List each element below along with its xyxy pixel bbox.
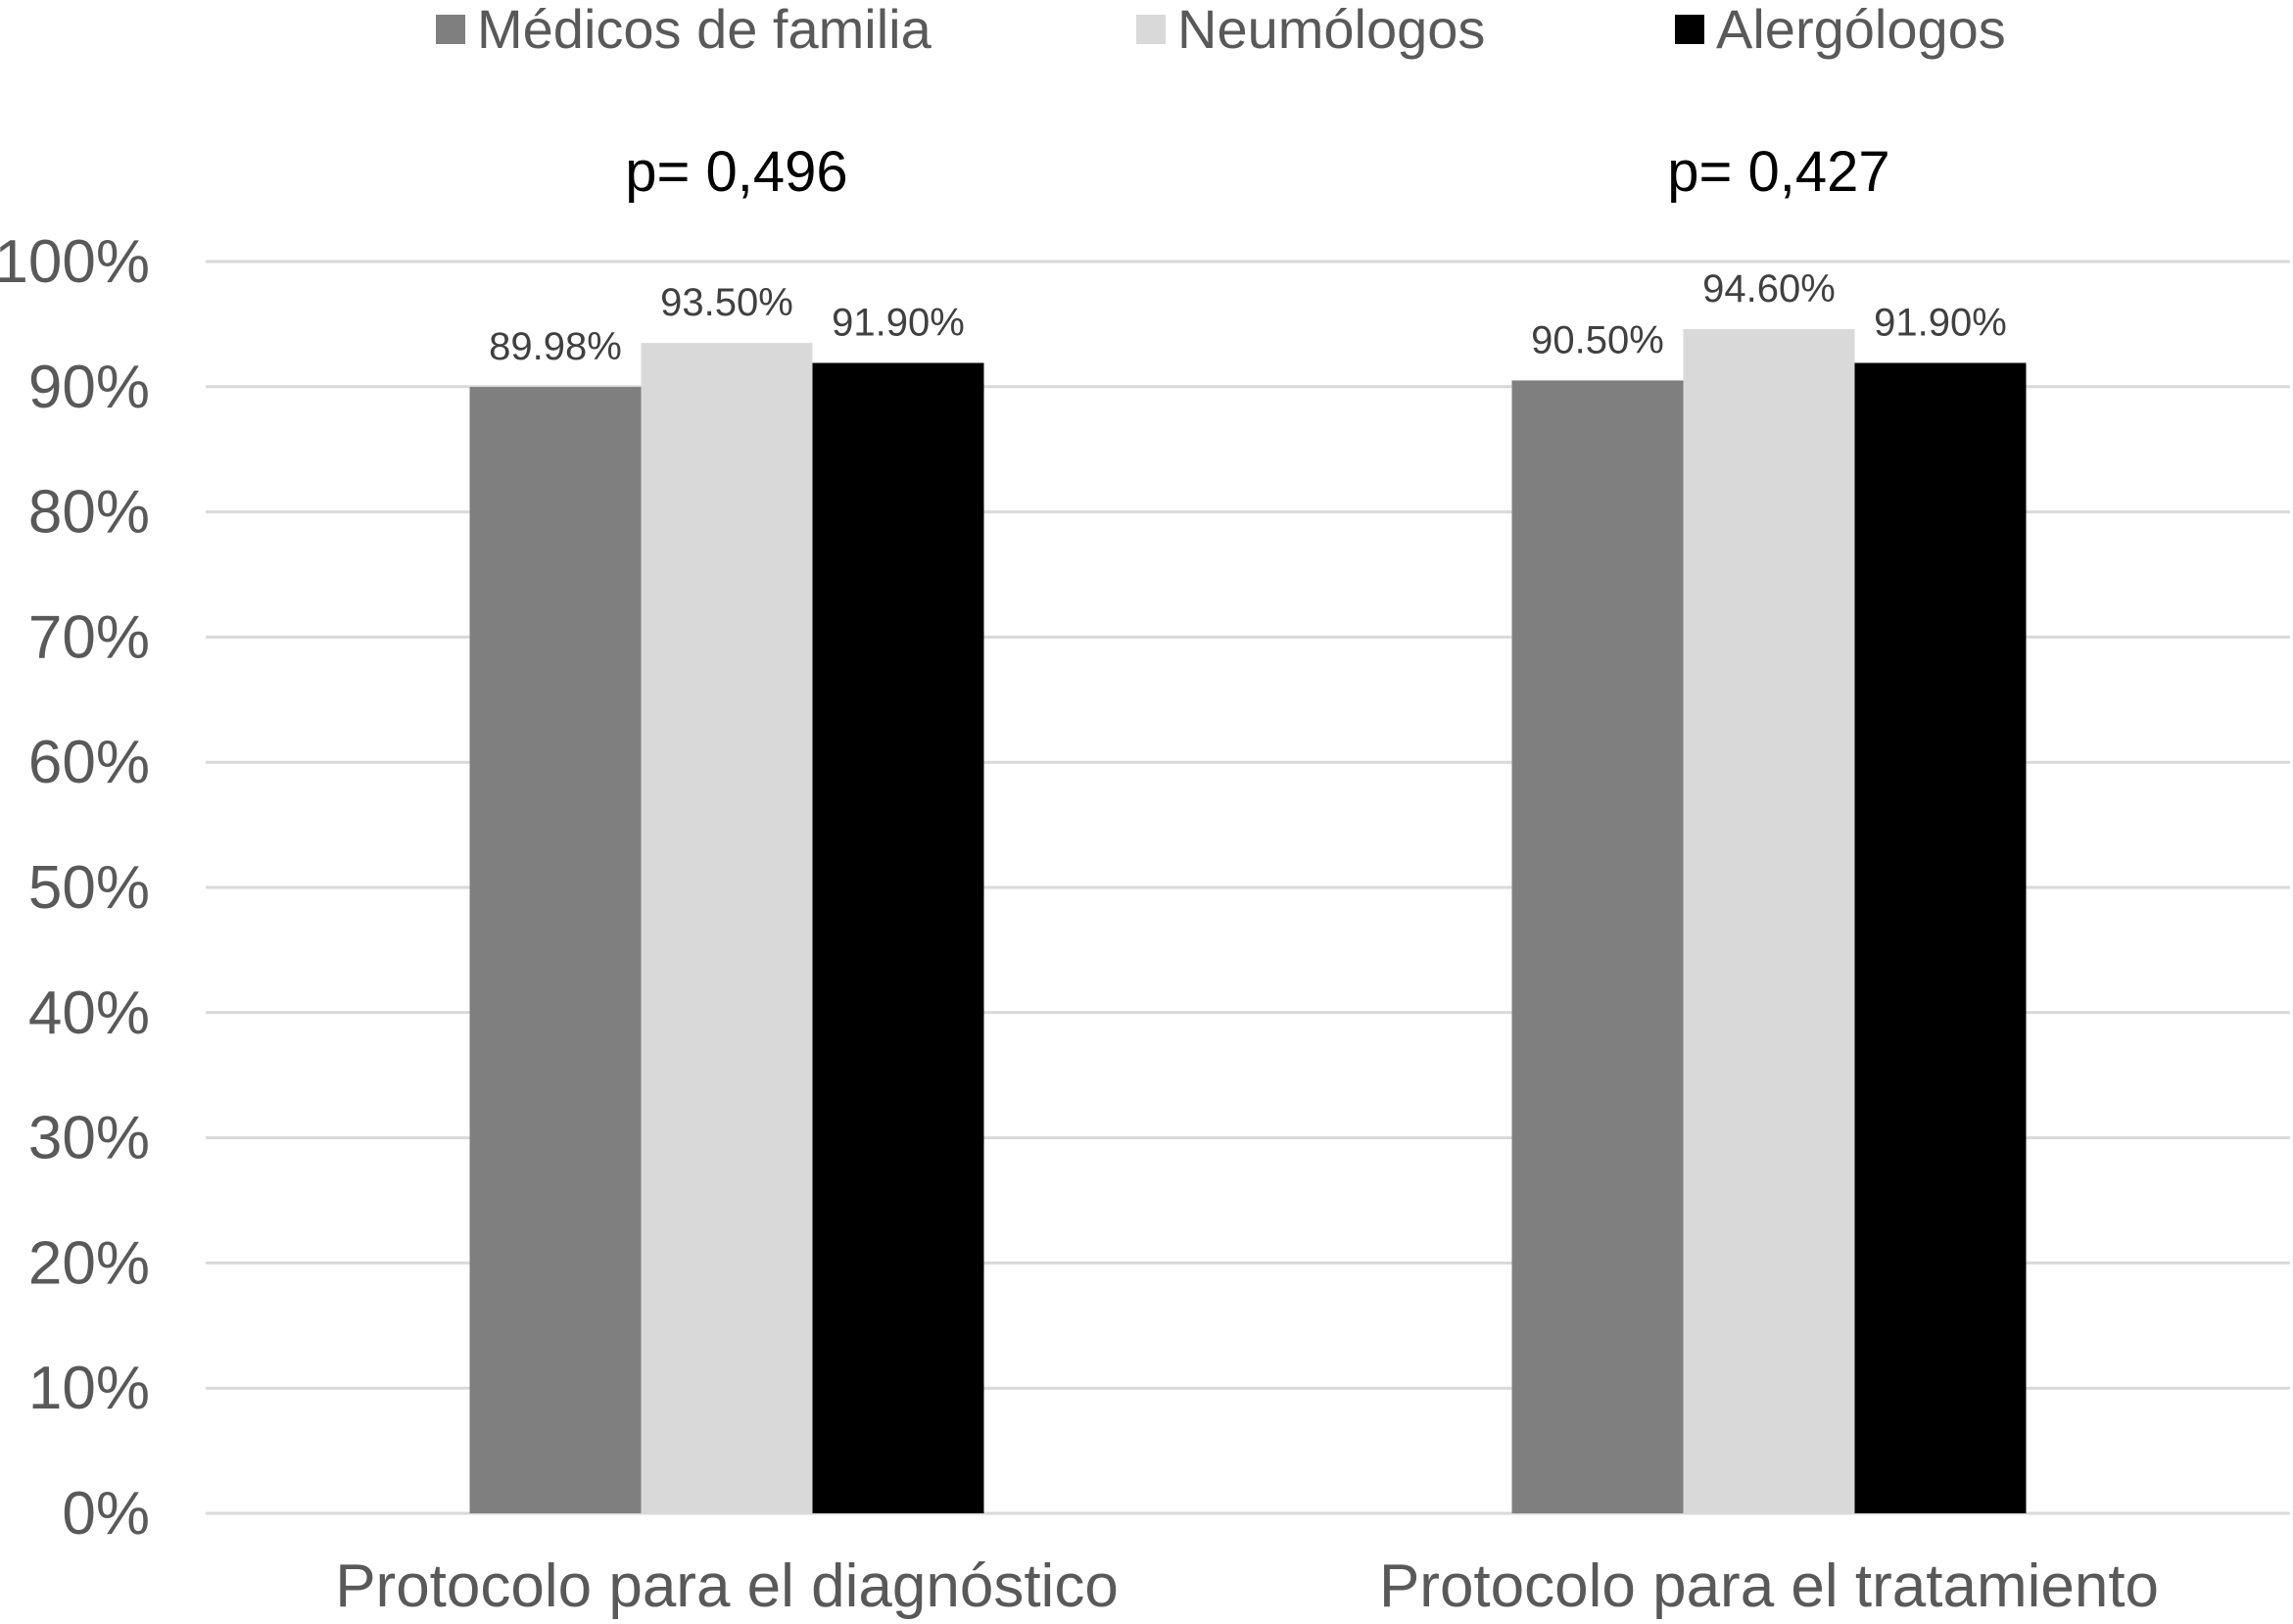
bar [812, 362, 984, 1513]
data-label: 90.50% [1531, 318, 1664, 361]
data-labels: 89.98% 93.50% 91.90% 90.50% 94.60% 91.90% [489, 267, 2007, 368]
legend: Médicos de familia Neumólogos Alergólogos [436, 0, 2006, 60]
y-tick-label: 40% [28, 979, 150, 1047]
annotations: p= 0,496 p= 0,427 [625, 140, 1889, 204]
data-label: 93.50% [660, 281, 793, 324]
bar [1511, 380, 1684, 1513]
bars [469, 329, 2027, 1514]
y-tick-label: 60% [28, 729, 150, 796]
category-label: Protocolo para el diagnóstico [335, 1552, 1119, 1620]
legend-swatch [1675, 15, 1704, 44]
y-tick-label: 70% [28, 603, 150, 671]
legend-label: Neumólogos [1177, 0, 1485, 60]
y-tick-label: 10% [28, 1355, 150, 1422]
legend-swatch [1136, 15, 1166, 44]
bar [469, 387, 642, 1513]
data-label: 91.90% [1874, 302, 2007, 345]
legend-swatch [436, 15, 465, 44]
y-axis-ticks: 0% 10% 20% 30% 40% 50% 60% 70% 80% 90% 100% [0, 228, 150, 1548]
y-tick-label: 30% [28, 1105, 150, 1172]
y-tick-label: 90% [28, 354, 150, 421]
category-label: Protocolo para el tratamiento [1379, 1552, 2159, 1620]
bar [1854, 362, 2027, 1513]
y-tick-label: 80% [28, 479, 150, 547]
bar [1683, 329, 1855, 1514]
legend-label: Médicos de familia [477, 0, 932, 60]
y-tick-label: 20% [28, 1229, 150, 1297]
p-value-annotation: p= 0,496 [625, 140, 847, 204]
x-axis-categories: Protocolo para el diagnóstico Protocolo p… [335, 1552, 2159, 1620]
y-tick-label: 50% [28, 854, 150, 922]
data-label: 91.90% [832, 302, 965, 345]
y-tick-label: 0% [62, 1480, 150, 1548]
data-label: 94.60% [1702, 267, 1836, 310]
data-label: 89.98% [489, 325, 622, 368]
bar [641, 343, 813, 1513]
y-tick-label: 100% [0, 228, 150, 296]
legend-label: Alergólogos [1716, 0, 2006, 60]
p-value-annotation: p= 0,427 [1667, 140, 1889, 204]
